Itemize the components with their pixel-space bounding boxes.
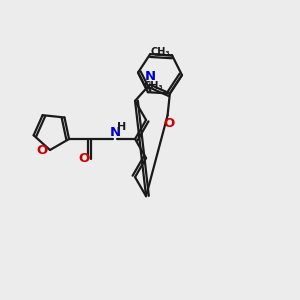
Text: O: O — [36, 145, 48, 158]
Text: N: N — [110, 127, 121, 140]
Text: N: N — [145, 70, 156, 83]
Text: O: O — [163, 117, 174, 130]
Text: O: O — [78, 152, 90, 165]
Text: H: H — [117, 122, 127, 132]
Text: CH₃: CH₃ — [151, 47, 170, 58]
Text: CH₃: CH₃ — [144, 81, 163, 91]
